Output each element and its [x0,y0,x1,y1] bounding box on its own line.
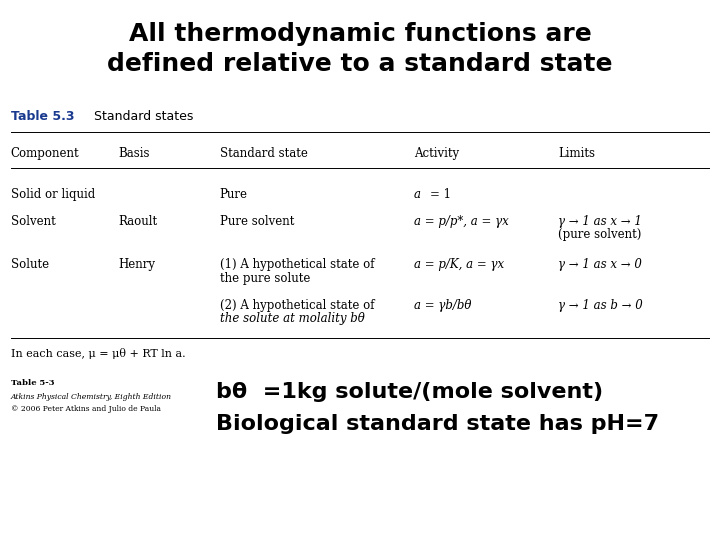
Text: Limits: Limits [558,147,595,160]
Text: © 2006 Peter Atkins and Julio de Paula: © 2006 Peter Atkins and Julio de Paula [11,405,161,413]
Text: Solvent: Solvent [11,215,55,228]
Text: Biological standard state has pH=7: Biological standard state has pH=7 [216,414,659,434]
Text: Component: Component [11,147,79,160]
Text: Standard states: Standard states [86,110,194,123]
Text: Pure: Pure [220,188,248,201]
Text: In each case, μ = μθ + RT ln a.: In each case, μ = μθ + RT ln a. [11,348,186,359]
Text: a: a [414,188,421,201]
Text: Activity: Activity [414,147,459,160]
Text: = 1: = 1 [430,188,451,201]
Text: Standard state: Standard state [220,147,307,160]
Text: (pure solvent): (pure solvent) [558,228,642,241]
Text: the solute at molality bθ: the solute at molality bθ [220,312,364,325]
Text: Henry: Henry [119,258,156,271]
Text: Raoult: Raoult [119,215,158,228]
Text: γ → 1 as x → 0: γ → 1 as x → 0 [558,258,642,271]
Text: Pure solvent: Pure solvent [220,215,294,228]
Text: (2) A hypothetical state of: (2) A hypothetical state of [220,299,374,312]
Text: a = p/p*, a = γx: a = p/p*, a = γx [414,215,509,228]
Text: a = γb/bθ: a = γb/bθ [414,299,472,312]
Text: Basis: Basis [119,147,150,160]
Text: Table 5.3: Table 5.3 [11,110,74,123]
Text: Table 5-3: Table 5-3 [11,380,54,387]
Text: Solid or liquid: Solid or liquid [11,188,95,201]
Text: (1) A hypothetical state of: (1) A hypothetical state of [220,258,374,271]
Text: bθ  =1kg solute/(mole solvent): bθ =1kg solute/(mole solvent) [216,381,603,402]
Text: All thermodynamic functions are
defined relative to a standard state: All thermodynamic functions are defined … [107,22,613,76]
Text: a = p/K, a = γx: a = p/K, a = γx [414,258,504,271]
Text: γ → 1 as x → 1: γ → 1 as x → 1 [558,215,642,228]
Text: Solute: Solute [11,258,49,271]
Text: the pure solute: the pure solute [220,272,310,285]
Text: γ → 1 as b → 0: γ → 1 as b → 0 [558,299,643,312]
Text: Atkins Physical Chemistry, Eighth Edition: Atkins Physical Chemistry, Eighth Editio… [11,393,172,401]
